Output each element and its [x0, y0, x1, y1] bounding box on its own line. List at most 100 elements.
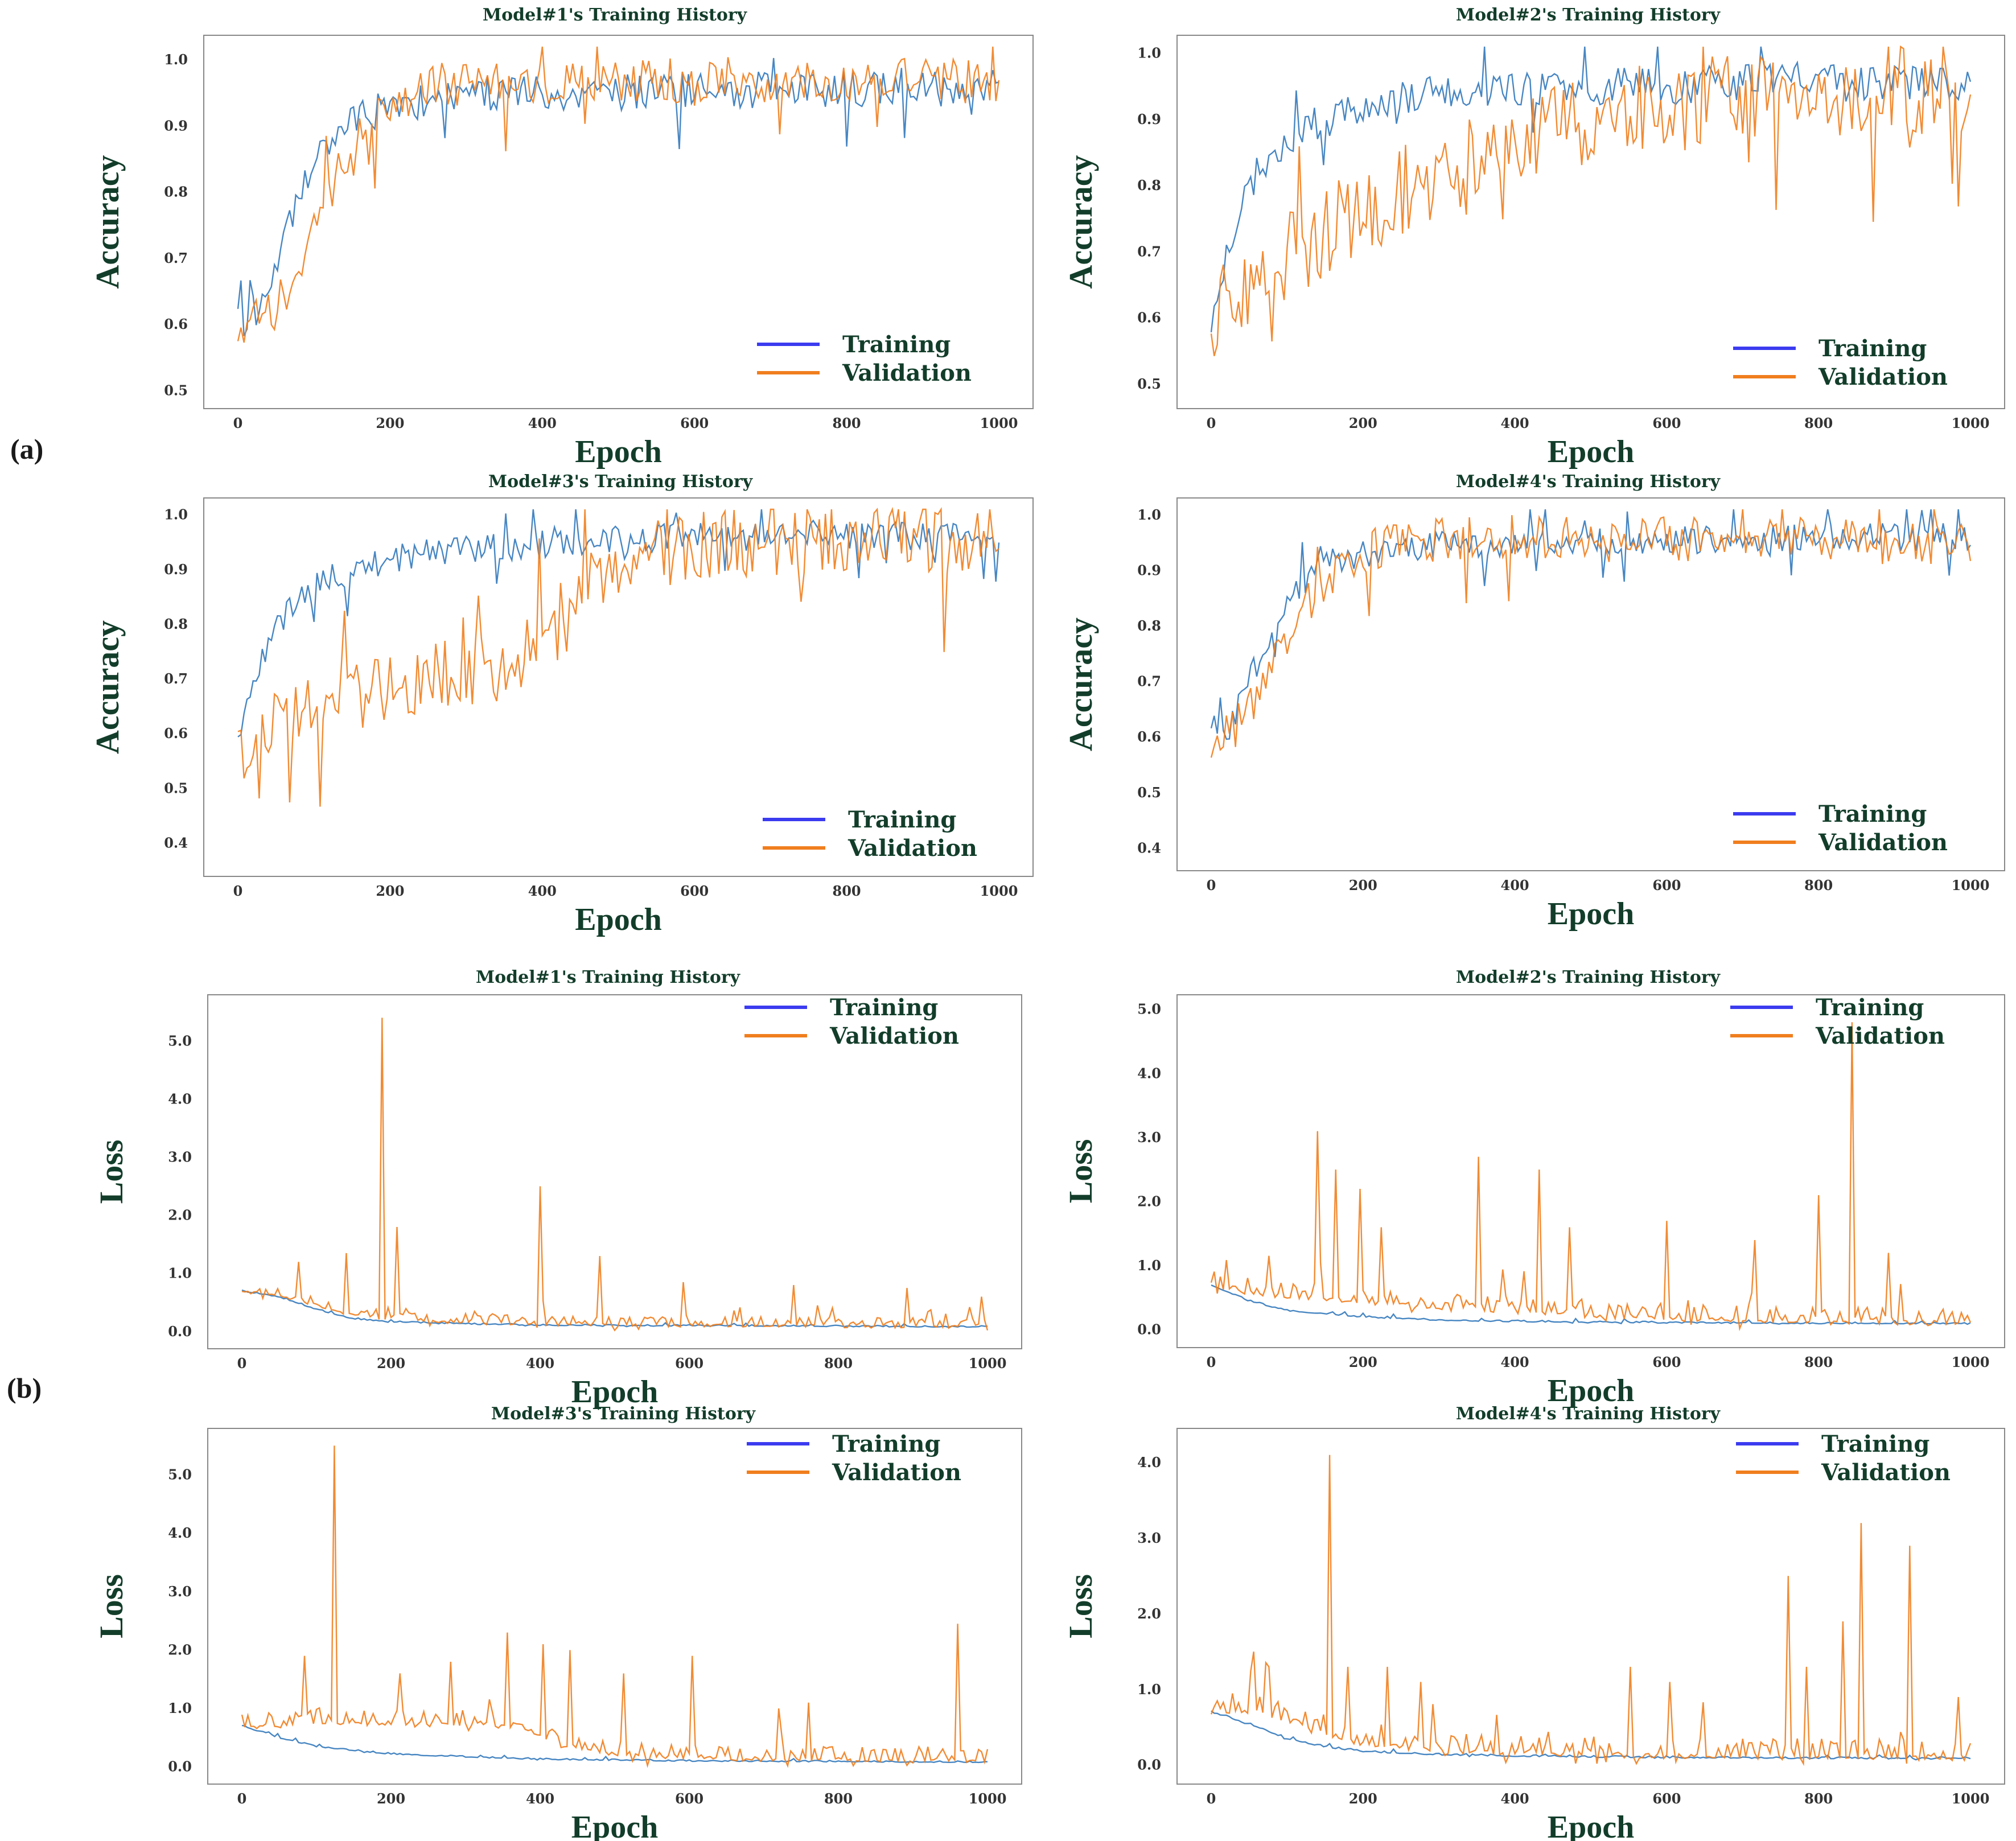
series-line-training — [1211, 1284, 1971, 1325]
chart-title: Model#3's Training History — [488, 472, 754, 492]
x-tick-label: 1000 — [1952, 415, 1990, 431]
y-tick-label: 0.6 — [164, 316, 188, 332]
x-tick-label: 200 — [377, 1355, 405, 1372]
x-tick-label: 1000 — [969, 1790, 1007, 1807]
y-tick-label: 0.6 — [1137, 310, 1161, 326]
x-tick-label: 600 — [1652, 415, 1681, 431]
series-line-training — [1210, 46, 1972, 333]
x-tick-label: 400 — [526, 1355, 554, 1372]
series-line-validation — [1210, 1022, 1972, 1332]
y-tick-label: 0.5 — [1137, 376, 1161, 392]
plot-frame — [207, 994, 1022, 1349]
y-tick-label: 0.7 — [1137, 673, 1161, 690]
x-tick-label: 0 — [1207, 1790, 1216, 1807]
x-tick-label: 0 — [1207, 1354, 1216, 1370]
y-tick-label: 0.8 — [164, 184, 188, 200]
y-tick-label: 5.0 — [168, 1032, 192, 1049]
y-tick-label: 0.0 — [1137, 1321, 1161, 1338]
x-axis-label: Epoch — [575, 434, 662, 469]
y-tick-label: 1.0 — [168, 1265, 192, 1282]
x-tick-label: 600 — [1652, 1790, 1681, 1807]
x-axis-label: Epoch — [1548, 896, 1635, 932]
legend-label-training: Training — [1821, 1431, 1929, 1457]
chart-loss-model2: Model#2's Training History 0 200 400 600 800 1… — [1062, 967, 2005, 1408]
x-tick-label: 200 — [1349, 877, 1377, 893]
x-tick-label: 0 — [237, 1790, 247, 1807]
x-axis-label: Epoch — [571, 1374, 659, 1410]
x-tick-label: 400 — [528, 415, 557, 431]
series-line-validation — [241, 1018, 989, 1332]
plot-frame — [203, 497, 1034, 877]
y-tick-label: 0.5 — [164, 780, 188, 796]
x-tick-label: 200 — [376, 415, 404, 431]
y-tick-label: 5.0 — [168, 1467, 192, 1483]
legend-label-validation: Validation — [1821, 1459, 1951, 1486]
y-tick-label: 0.6 — [1137, 728, 1161, 745]
legend-label-validation: Validation — [1818, 364, 1948, 390]
x-tick-label: 0 — [237, 1355, 247, 1372]
series-line-training — [241, 1724, 988, 1764]
y-tick-label: 0.5 — [164, 382, 188, 398]
x-tick-label: 1000 — [1952, 877, 1990, 893]
y-axis-label: Loss — [1062, 1139, 1099, 1204]
y-tick-label: 0.8 — [1137, 177, 1161, 193]
chart-title: Model#2's Training History — [1456, 5, 1721, 25]
y-tick-label: 1.0 — [1137, 506, 1161, 523]
series-line-training — [237, 57, 999, 336]
x-tick-label: 800 — [1804, 1790, 1833, 1807]
y-tick-label: 2.0 — [168, 1641, 192, 1658]
chart-title: Model#2's Training History — [1456, 967, 1721, 987]
y-tick-label: 0.0 — [1137, 1757, 1161, 1773]
series-line-validation — [237, 506, 999, 807]
legend-label-validation: Validation — [842, 360, 972, 386]
legend-label-training: Training — [830, 994, 938, 1021]
series-line-training — [1211, 1710, 1971, 1761]
legend-label-training: Training — [1816, 994, 1924, 1021]
y-tick-label: 3.0 — [168, 1148, 192, 1165]
y-tick-label: 0.7 — [164, 670, 188, 687]
legend-label-training: Training — [1818, 801, 1927, 827]
y-tick-label: 1.0 — [168, 1700, 192, 1716]
x-tick-label: 200 — [1349, 1354, 1377, 1370]
y-tick-label: 4.0 — [168, 1525, 192, 1541]
y-tick-label: 2.0 — [168, 1207, 192, 1224]
y-tick-label: 0.4 — [164, 835, 188, 851]
chart-loss-model1: Model#1's Training History 0 200 400 600 800 1… — [93, 967, 1022, 1410]
x-tick-label: 1000 — [980, 883, 1018, 899]
x-tick-label: 200 — [377, 1790, 405, 1807]
x-axis-label: Epoch — [1548, 1810, 1635, 1841]
x-tick-label: 400 — [528, 883, 557, 899]
plot-frame — [207, 1428, 1022, 1785]
legend-label-training: Training — [848, 806, 956, 833]
y-tick-label: 0.7 — [164, 250, 188, 266]
x-axis-label: Epoch — [1548, 1373, 1635, 1408]
legend-label-training: Training — [832, 1431, 940, 1457]
chart-acc-model1: Model#1's Training History 0 200 400 600 800 1… — [89, 5, 1034, 469]
x-tick-label: 400 — [1501, 415, 1529, 431]
chart-loss-model3: Model#3's Training History 0 200 400 600 800 1… — [93, 1404, 1022, 1841]
x-tick-label: 0 — [1207, 877, 1216, 893]
x-tick-label: 400 — [1501, 877, 1529, 893]
x-tick-label: 1000 — [1952, 1790, 1990, 1807]
y-axis-label: Accuracy — [1062, 155, 1099, 289]
y-tick-label: 1.0 — [164, 506, 188, 523]
y-tick-label: 0.9 — [1137, 562, 1161, 578]
series-line-validation — [1210, 1455, 1972, 1766]
y-tick-label: 0.5 — [1137, 784, 1161, 801]
x-tick-label: 0 — [1207, 415, 1216, 431]
y-tick-label: 4.0 — [1137, 1454, 1161, 1471]
chart-acc-model3: Model#3's Training History 0 200 400 600 800 1… — [89, 472, 1034, 937]
y-tick-label: 5.0 — [1137, 1001, 1161, 1018]
x-axis-label: Epoch — [575, 902, 662, 937]
x-tick-label: 200 — [1349, 1790, 1377, 1807]
x-tick-label: 600 — [680, 883, 709, 899]
y-tick-label: 0.9 — [164, 117, 188, 134]
chart-acc-model2: Model#2's Training History 0 200 400 600 800 1… — [1062, 5, 2005, 469]
y-tick-label: 4.0 — [1137, 1065, 1161, 1081]
y-tick-label: 0.4 — [1137, 839, 1161, 856]
